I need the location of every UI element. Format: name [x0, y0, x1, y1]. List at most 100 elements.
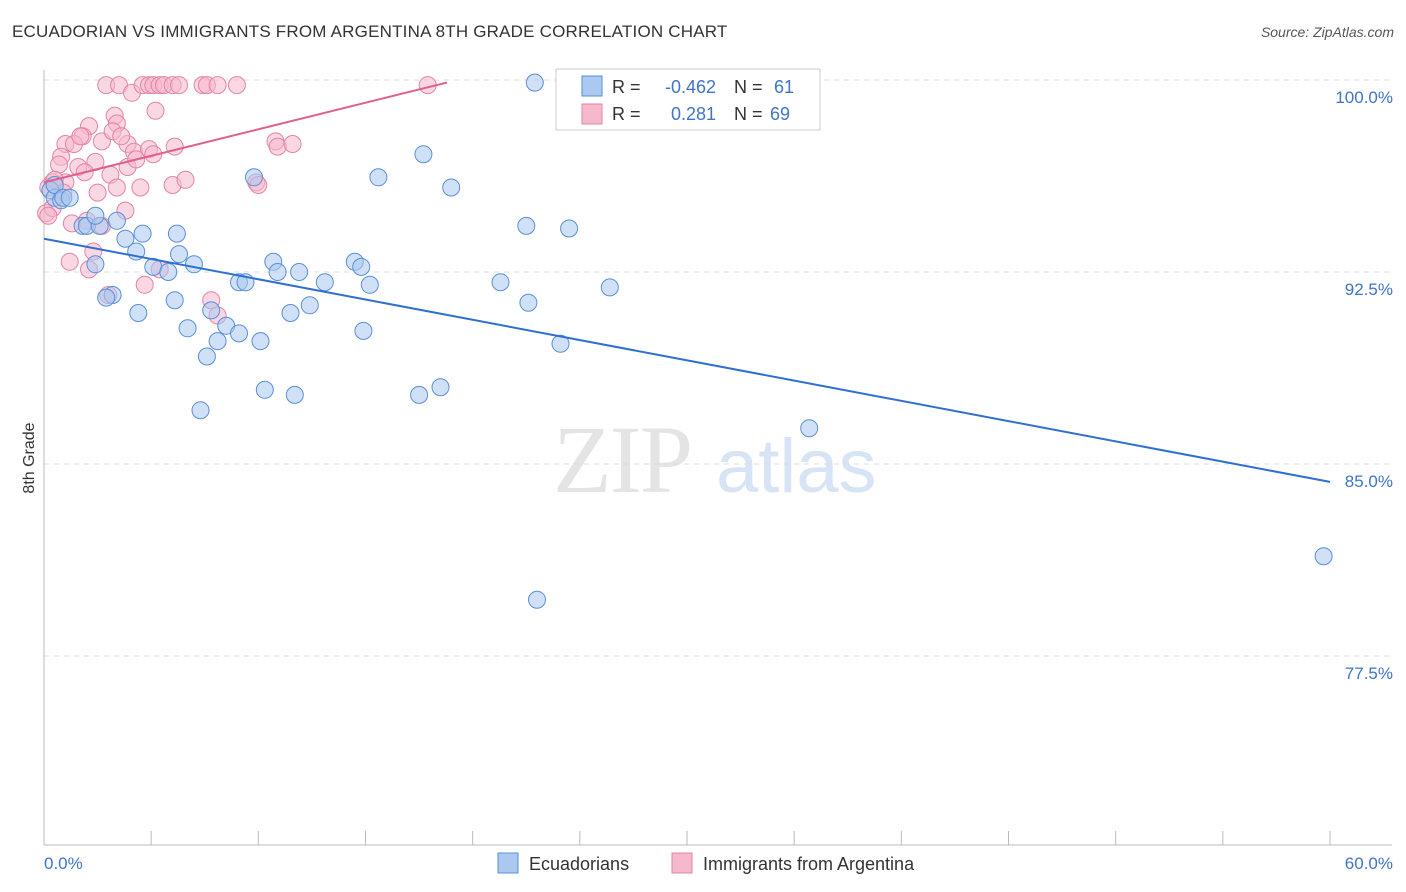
ecuadorian-point — [86, 255, 105, 274]
y-tick-label: 85.0% — [1345, 472, 1393, 491]
ecuadorian-point — [525, 73, 544, 92]
legend-r-label-1: R = — [612, 77, 641, 97]
argentina-trend-line — [43, 81, 448, 184]
ecuadorian-point — [519, 293, 538, 312]
gridlines — [44, 79, 1392, 657]
y-tick-label: 77.5% — [1345, 664, 1393, 683]
x-tick-label-end: 60.0% — [1345, 854, 1393, 873]
ecuadorian-point — [491, 273, 510, 292]
legend-swatch-blue — [581, 75, 603, 97]
legend-n-label-1: N = — [734, 77, 763, 97]
watermark: ZIP atlas — [553, 406, 877, 513]
ecuadorian-point — [97, 288, 116, 307]
argentina-point — [208, 76, 227, 95]
source-credit: Source: ZipAtlas.com — [1260, 24, 1394, 40]
ecuadorian-point — [245, 168, 263, 187]
scatter-points — [37, 73, 1333, 609]
bottom-legend-label-argentina: Immigrants from Argentina — [703, 854, 915, 874]
argentina-point — [107, 178, 126, 197]
ecuadorian-point — [60, 188, 79, 207]
argentina-point — [268, 137, 287, 156]
legend-r-value-2: 0.281 — [671, 104, 716, 124]
ecuadorian-point — [170, 245, 188, 264]
ecuadorian-point — [360, 275, 379, 294]
argentina-point — [170, 76, 188, 95]
ecuadorian-point — [230, 324, 248, 343]
argentina-point — [112, 127, 131, 146]
ecuadorian-point — [107, 211, 126, 230]
ecuadorian-point — [159, 263, 178, 281]
y-tick-labels: 100.0% 92.5% 85.0% 77.5% — [1335, 88, 1393, 683]
ecuadorian-point — [560, 219, 579, 238]
ecuadorian-point — [133, 224, 152, 243]
ecuadorian-point — [185, 255, 203, 274]
watermark-atlas: atlas — [716, 424, 877, 509]
chart-title: ECUADORIAN VS IMMIGRANTS FROM ARGENTINA … — [12, 22, 728, 41]
ecuadorian-point — [369, 168, 388, 187]
legend-n-value-1: 61 — [774, 77, 794, 97]
ecuadorian-point — [300, 296, 319, 315]
argentina-point — [71, 127, 90, 146]
axes — [43, 70, 1392, 846]
bottom-legend-swatch-argentina — [671, 852, 693, 874]
legend-swatch-pink — [581, 103, 603, 125]
ecuadorian-point — [116, 229, 135, 248]
y-tick-label: 92.5% — [1345, 280, 1393, 299]
ecuadorian-point — [551, 334, 570, 353]
ecuadorian-point — [528, 590, 546, 609]
legend-n-label-2: N = — [734, 104, 763, 124]
legend-n-value-2: 69 — [770, 104, 790, 124]
trend-lines — [43, 81, 1331, 483]
ecuadorian-point — [202, 301, 221, 320]
ecuadorian-point — [191, 401, 210, 420]
ecuadorian-trend-line — [43, 237, 1331, 483]
correlation-legend: R = -0.462 N = 61 R = 0.281 N = 69 — [555, 68, 821, 131]
ecuadorian-point — [800, 419, 819, 438]
argentina-point — [131, 178, 150, 197]
y-axis-title: 8th Grade — [21, 422, 38, 493]
ecuadorian-point — [517, 216, 536, 235]
argentina-point — [39, 206, 58, 225]
x-tick-marks — [43, 831, 1331, 845]
ecuadorian-point — [251, 332, 270, 351]
argentina-point — [135, 275, 154, 294]
ecuadorian-point — [290, 263, 309, 281]
ecuadorian-point — [165, 291, 184, 310]
ecuadorian-point — [268, 263, 287, 281]
argentina-point — [88, 183, 107, 202]
x-tick-label-start: 0.0% — [44, 854, 83, 873]
ecuadorian-point — [414, 145, 433, 164]
ecuadorian-point — [129, 304, 148, 322]
argentina-point — [227, 76, 246, 95]
y-tick-label: 100.0% — [1335, 88, 1393, 107]
legend-r-label-2: R = — [612, 104, 641, 124]
ecuadorian-point — [315, 273, 334, 292]
ecuadorian-point — [600, 278, 619, 297]
argentina-point — [283, 135, 302, 153]
argentina-point — [50, 155, 68, 174]
ecuadorian-point — [178, 319, 197, 338]
ecuadorian-point — [197, 347, 216, 366]
ecuadorian-point — [208, 332, 227, 351]
series-legend: Ecuadorians Immigrants from Argentina — [497, 852, 915, 874]
ecuadorian-point — [410, 385, 429, 404]
ecuadorian-point — [255, 380, 274, 399]
watermark-zip: ZIP — [553, 406, 691, 513]
argentina-point — [146, 101, 165, 120]
argentina-point — [60, 252, 79, 271]
ecuadorian-point — [167, 224, 186, 243]
argentina-point — [176, 170, 195, 189]
argentina-point — [165, 137, 184, 156]
ecuadorian-point — [442, 178, 461, 197]
bottom-legend-label-ecuadorians: Ecuadorians — [529, 854, 629, 874]
ecuadorian-point — [285, 385, 304, 404]
ecuadorian-point — [352, 257, 371, 276]
ecuadorian-point — [431, 378, 450, 397]
ecuadorian-point — [86, 206, 105, 225]
legend-r-value-1: -0.462 — [665, 77, 716, 97]
ecuadorian-point — [354, 321, 373, 340]
ecuadorian-point — [281, 304, 300, 322]
ecuadorian-point — [1314, 547, 1333, 566]
bottom-legend-swatch-ecuadorians — [497, 852, 519, 874]
